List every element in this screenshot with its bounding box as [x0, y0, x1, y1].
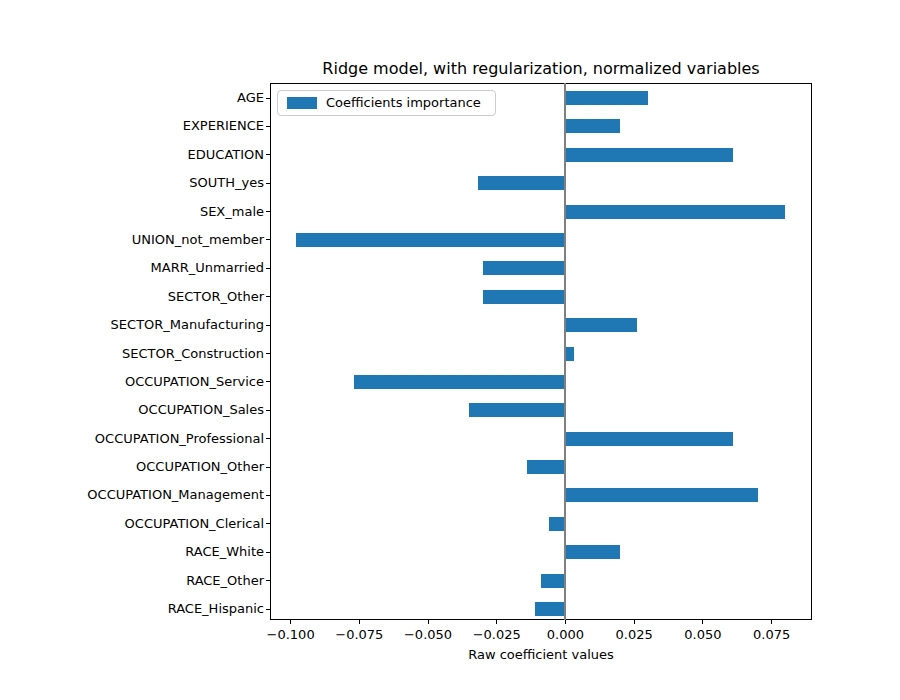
legend-label: Coefficients importance: [326, 96, 481, 110]
bar-SECTOR_Construction: [565, 347, 573, 361]
x-tick-label: −0.100: [267, 627, 315, 642]
x-tick-label: 0.075: [753, 627, 790, 642]
bar-EDUCATION: [565, 148, 733, 162]
y-tick-mark: [266, 609, 270, 610]
x-tick-label: −0.075: [335, 627, 383, 642]
y-tick-label-SECTOR_Other: SECTOR_Other: [0, 289, 264, 305]
y-tick-label-OCCUPATION_Professional: OCCUPATION_Professional: [0, 431, 264, 447]
y-tick-label-SEX_male: SEX_male: [0, 204, 264, 220]
y-tick-mark: [266, 239, 270, 240]
x-tick-label: −0.050: [404, 627, 452, 642]
plot-area: [270, 83, 812, 620]
y-tick-label-OCCUPATION_Management: OCCUPATION_Management: [0, 487, 264, 503]
x-axis-label: Raw coefficient values: [270, 647, 812, 662]
x-tick-mark: [359, 620, 360, 624]
bar-RACE_White: [565, 545, 620, 559]
y-tick-label-SECTOR_Manufacturing: SECTOR_Manufacturing: [0, 317, 264, 333]
x-tick-label: 0.025: [616, 627, 653, 642]
chart-title: Ridge model, with regularization, normal…: [270, 60, 812, 78]
y-tick-mark: [266, 296, 270, 297]
x-tick-mark: [428, 620, 429, 624]
bar-SOUTH_yes: [478, 176, 566, 190]
y-tick-mark: [266, 98, 270, 99]
x-tick-mark: [702, 620, 703, 624]
y-tick-mark: [266, 523, 270, 524]
y-tick-mark: [266, 552, 270, 553]
x-tick-mark: [565, 620, 566, 624]
y-tick-mark: [266, 580, 270, 581]
y-tick-mark: [266, 154, 270, 155]
y-tick-mark: [266, 325, 270, 326]
y-tick-mark: [266, 467, 270, 468]
y-tick-mark: [266, 126, 270, 127]
bar-SEX_male: [565, 205, 785, 219]
y-tick-label-OCCUPATION_Sales: OCCUPATION_Sales: [0, 402, 264, 418]
bar-OCCUPATION_Other: [527, 460, 565, 474]
y-tick-mark: [266, 353, 270, 354]
bar-SECTOR_Manufacturing: [565, 318, 636, 332]
legend: Coefficients importance: [277, 90, 496, 116]
x-tick-label: 0.000: [547, 627, 584, 642]
y-tick-label-RACE_White: RACE_White: [0, 544, 264, 560]
bar-EXPERIENCE: [565, 119, 620, 133]
legend-swatch-icon: [287, 97, 317, 109]
y-tick-label-OCCUPATION_Clerical: OCCUPATION_Clerical: [0, 516, 264, 532]
y-tick-label-SOUTH_yes: SOUTH_yes: [0, 175, 264, 191]
bar-AGE: [565, 91, 647, 105]
bar-RACE_Hispanic: [535, 602, 565, 616]
y-tick-mark: [266, 211, 270, 212]
x-tick-label: 0.050: [684, 627, 721, 642]
y-tick-mark: [266, 410, 270, 411]
y-tick-label-MARR_Unmarried: MARR_Unmarried: [0, 260, 264, 276]
y-tick-label-AGE: AGE: [0, 90, 264, 106]
y-tick-label-OCCUPATION_Other: OCCUPATION_Other: [0, 459, 264, 475]
x-tick-mark: [634, 620, 635, 624]
bar-OCCUPATION_Management: [565, 488, 757, 502]
bar-OCCUPATION_Professional: [565, 432, 733, 446]
zero-line: [564, 83, 566, 620]
y-tick-mark: [266, 495, 270, 496]
bar-OCCUPATION_Clerical: [549, 517, 565, 531]
y-tick-label-RACE_Hispanic: RACE_Hispanic: [0, 601, 264, 617]
y-tick-label-EXPERIENCE: EXPERIENCE: [0, 118, 264, 134]
y-tick-mark: [266, 268, 270, 269]
y-tick-mark: [266, 183, 270, 184]
y-tick-label-EDUCATION: EDUCATION: [0, 147, 264, 163]
y-tick-mark: [266, 438, 270, 439]
bar-OCCUPATION_Sales: [469, 403, 565, 417]
x-tick-mark: [496, 620, 497, 624]
figure: Ridge model, with regularization, normal…: [0, 0, 900, 700]
y-tick-label-UNION_not_member: UNION_not_member: [0, 232, 264, 248]
y-tick-mark: [266, 381, 270, 382]
y-tick-label-SECTOR_Construction: SECTOR_Construction: [0, 346, 264, 362]
bar-SECTOR_Other: [483, 290, 565, 304]
bar-OCCUPATION_Service: [354, 375, 566, 389]
bar-UNION_not_member: [296, 233, 565, 247]
x-tick-mark: [771, 620, 772, 624]
bar-MARR_Unmarried: [483, 261, 565, 275]
x-tick-mark: [290, 620, 291, 624]
x-tick-label: −0.025: [473, 627, 521, 642]
bar-RACE_Other: [541, 574, 566, 588]
y-tick-label-OCCUPATION_Service: OCCUPATION_Service: [0, 374, 264, 390]
y-tick-label-RACE_Other: RACE_Other: [0, 573, 264, 589]
